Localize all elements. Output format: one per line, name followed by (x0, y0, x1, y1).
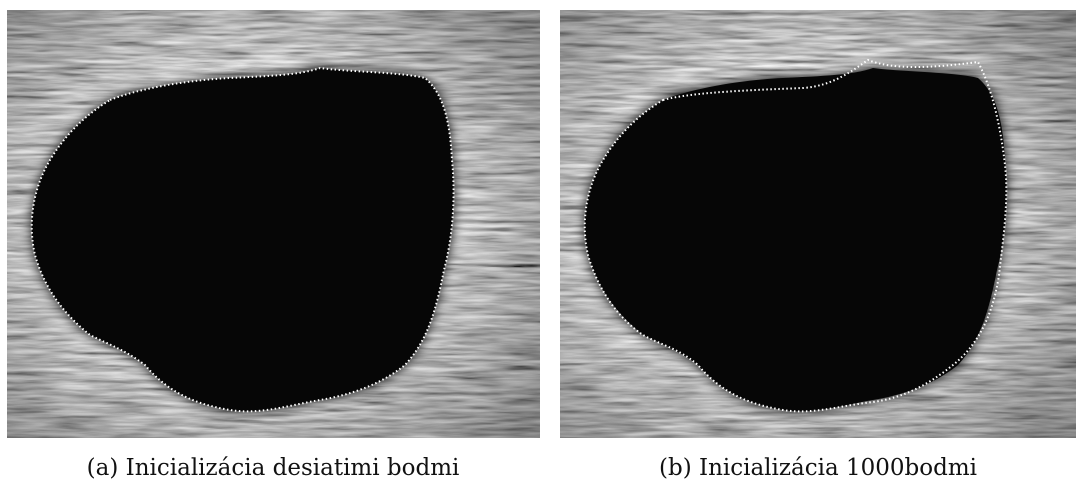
image-b (560, 10, 1076, 438)
caption-a: (a) Inicializácia desiatimi bodmi (87, 455, 460, 481)
figure: (a) Inicializácia desiatimi bodmi (b) In… (0, 0, 1083, 490)
image-a (7, 10, 540, 438)
caption-b: (b) Inicializácia 1000bodmi (659, 455, 977, 481)
page: (a) Inicializácia desiatimi bodmi (b) In… (0, 0, 1083, 490)
